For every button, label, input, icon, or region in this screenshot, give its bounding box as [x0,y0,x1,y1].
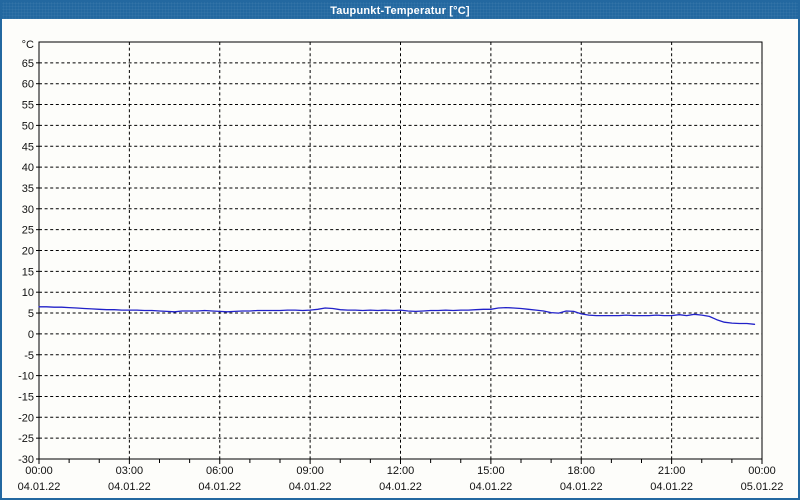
svg-text:45: 45 [22,141,34,153]
chart-title: Taupunkt-Temperatur [°C] [330,4,470,17]
svg-text:50: 50 [22,120,34,132]
svg-text:04.01.22: 04.01.22 [289,481,332,493]
svg-text:25: 25 [22,225,34,237]
svg-text:55: 55 [22,100,34,112]
svg-text:-10: -10 [18,371,34,383]
svg-text:04.01.22: 04.01.22 [650,481,693,493]
svg-text:5: 5 [28,308,34,320]
svg-text:0: 0 [28,329,34,341]
svg-text:04.01.22: 04.01.22 [379,481,422,493]
svg-text:°C: °C [22,39,34,51]
svg-text:00:00: 00:00 [748,465,776,477]
svg-text:09:00: 09:00 [296,465,324,477]
svg-text:04.01.22: 04.01.22 [560,481,603,493]
svg-text:10: 10 [22,287,34,299]
svg-text:18:00: 18:00 [567,465,595,477]
svg-text:65: 65 [22,58,34,70]
svg-text:04.01.22: 04.01.22 [108,481,151,493]
chart-title-bar: Taupunkt-Temperatur [°C] [2,2,798,19]
svg-text:-15: -15 [18,391,34,403]
svg-text:60: 60 [22,79,34,91]
svg-text:15:00: 15:00 [477,465,505,477]
svg-text:40: 40 [22,162,34,174]
svg-text:30: 30 [22,204,34,216]
svg-text:00:00: 00:00 [25,465,53,477]
svg-text:-5: -5 [24,350,34,362]
svg-text:04.01.22: 04.01.22 [469,481,512,493]
svg-text:-30: -30 [18,454,34,466]
svg-text:06:00: 06:00 [206,465,234,477]
svg-text:20: 20 [22,246,34,258]
svg-text:-25: -25 [18,433,34,445]
dewpoint-temperature-chart: 65605550454035302520151050-5-10-15-20-25… [18,39,784,493]
svg-text:04.01.22: 04.01.22 [18,481,61,493]
svg-text:21:00: 21:00 [658,465,686,477]
svg-text:04.01.22: 04.01.22 [198,481,241,493]
svg-text:03:00: 03:00 [116,465,144,477]
svg-text:15: 15 [22,266,34,278]
svg-text:-20: -20 [18,412,34,424]
svg-text:35: 35 [22,183,34,195]
svg-text:12:00: 12:00 [387,465,415,477]
svg-text:05.01.22: 05.01.22 [741,481,784,493]
